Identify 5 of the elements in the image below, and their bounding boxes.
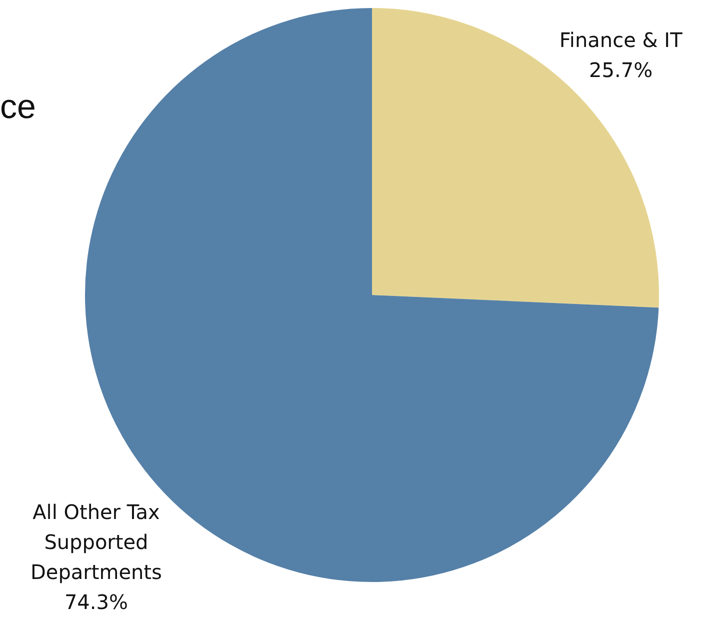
text: ce (0, 88, 36, 127)
data-label: 25.7% (589, 58, 653, 82)
slice-label: Finance & IT (559, 28, 684, 52)
slice-label: All Other Tax Supported Departments (30, 500, 162, 584)
data-label: 74.3% (64, 590, 128, 614)
